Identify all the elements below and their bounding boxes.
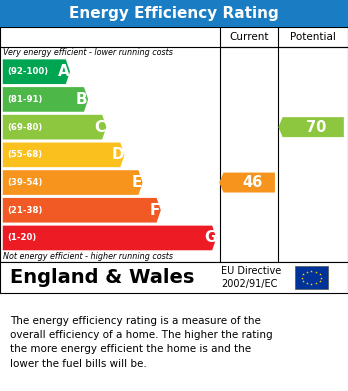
Bar xyxy=(295,266,328,289)
Text: F: F xyxy=(149,203,160,218)
Text: England & Wales: England & Wales xyxy=(10,268,195,287)
Polygon shape xyxy=(278,117,344,137)
Text: (81-91): (81-91) xyxy=(7,95,42,104)
Text: (1-20): (1-20) xyxy=(7,233,36,242)
Bar xyxy=(0,262,348,293)
Text: A: A xyxy=(58,64,70,79)
Text: D: D xyxy=(112,147,125,162)
Text: (92-100): (92-100) xyxy=(7,67,48,76)
Bar xyxy=(0,0,348,27)
Text: B: B xyxy=(76,92,88,107)
Text: (69-80): (69-80) xyxy=(7,123,42,132)
Text: Energy Efficiency Rating: Energy Efficiency Rating xyxy=(69,6,279,21)
Polygon shape xyxy=(3,170,143,195)
Polygon shape xyxy=(3,198,161,222)
Polygon shape xyxy=(3,87,88,112)
Text: The energy efficiency rating is a measure of the
overall efficiency of a home. T: The energy efficiency rating is a measur… xyxy=(10,316,273,369)
Text: EU Directive
2002/91/EC: EU Directive 2002/91/EC xyxy=(221,266,281,289)
Polygon shape xyxy=(3,226,216,250)
Text: E: E xyxy=(131,175,142,190)
Bar xyxy=(0,27,348,262)
Polygon shape xyxy=(3,115,106,140)
Text: Potential: Potential xyxy=(290,32,336,42)
Text: Very energy efficient - lower running costs: Very energy efficient - lower running co… xyxy=(3,48,173,57)
Text: (39-54): (39-54) xyxy=(7,178,42,187)
Text: G: G xyxy=(204,230,216,246)
Text: Not energy efficient - higher running costs: Not energy efficient - higher running co… xyxy=(3,252,174,262)
Text: 46: 46 xyxy=(243,175,263,190)
Text: Current: Current xyxy=(229,32,269,42)
Text: (55-68): (55-68) xyxy=(7,150,42,160)
Text: 70: 70 xyxy=(307,120,327,135)
Text: C: C xyxy=(95,120,105,135)
Polygon shape xyxy=(219,172,275,192)
Polygon shape xyxy=(3,142,125,167)
Text: (21-38): (21-38) xyxy=(7,206,42,215)
Polygon shape xyxy=(3,59,70,84)
